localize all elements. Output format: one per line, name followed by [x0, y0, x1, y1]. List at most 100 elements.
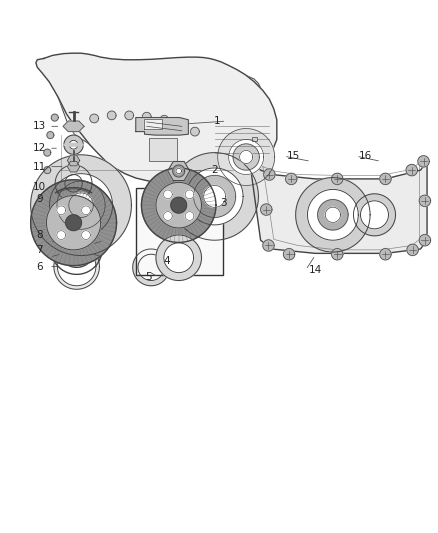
Polygon shape [46, 196, 101, 250]
Polygon shape [31, 155, 131, 255]
Polygon shape [133, 249, 170, 286]
Polygon shape [332, 248, 343, 260]
Polygon shape [67, 161, 80, 172]
Polygon shape [81, 206, 90, 215]
Polygon shape [229, 140, 264, 174]
Polygon shape [176, 168, 181, 174]
Polygon shape [136, 118, 188, 135]
Polygon shape [240, 150, 253, 164]
Polygon shape [171, 152, 258, 240]
Polygon shape [51, 223, 102, 274]
Polygon shape [90, 114, 99, 123]
Polygon shape [69, 193, 93, 217]
Bar [252, 137, 257, 141]
Polygon shape [156, 235, 201, 280]
Bar [136, 188, 223, 275]
Polygon shape [218, 128, 275, 185]
Polygon shape [191, 127, 199, 136]
Polygon shape [296, 177, 370, 252]
Polygon shape [54, 244, 99, 289]
Polygon shape [72, 122, 81, 131]
Polygon shape [418, 156, 429, 167]
Polygon shape [168, 161, 190, 181]
Polygon shape [44, 60, 267, 162]
Polygon shape [163, 190, 172, 199]
Polygon shape [31, 180, 117, 265]
Polygon shape [419, 195, 431, 206]
Text: 4: 4 [163, 256, 170, 266]
Polygon shape [55, 165, 92, 201]
Polygon shape [142, 112, 151, 121]
Polygon shape [360, 201, 389, 229]
Text: 1: 1 [213, 116, 220, 126]
Polygon shape [185, 212, 194, 221]
Polygon shape [81, 231, 90, 239]
Polygon shape [69, 140, 78, 149]
Polygon shape [65, 174, 82, 192]
Polygon shape [286, 173, 297, 184]
Polygon shape [261, 204, 272, 215]
Polygon shape [57, 181, 105, 229]
Polygon shape [407, 244, 418, 255]
Polygon shape [175, 120, 184, 130]
Text: 8: 8 [36, 230, 43, 240]
Polygon shape [186, 168, 243, 225]
Polygon shape [163, 212, 172, 221]
Polygon shape [64, 135, 83, 155]
Polygon shape [36, 53, 277, 184]
Polygon shape [64, 143, 83, 146]
Text: 13: 13 [33, 122, 46, 131]
Text: 3: 3 [220, 198, 227, 208]
Polygon shape [44, 167, 51, 174]
Bar [149, 138, 177, 160]
Polygon shape [58, 231, 95, 268]
Polygon shape [185, 190, 194, 199]
Text: 16: 16 [359, 151, 372, 161]
Polygon shape [160, 115, 169, 124]
Polygon shape [125, 111, 134, 120]
Polygon shape [419, 235, 431, 246]
Polygon shape [171, 197, 187, 213]
Polygon shape [406, 165, 417, 176]
Polygon shape [263, 240, 274, 251]
Text: 15: 15 [287, 151, 300, 161]
Polygon shape [325, 207, 340, 222]
Text: 14: 14 [309, 265, 322, 275]
Polygon shape [250, 161, 427, 253]
Polygon shape [51, 114, 58, 121]
Polygon shape [332, 173, 343, 184]
Polygon shape [173, 165, 185, 177]
Text: 6: 6 [36, 262, 43, 271]
Text: 10: 10 [33, 182, 46, 192]
Polygon shape [194, 175, 236, 217]
Polygon shape [57, 206, 66, 215]
Polygon shape [49, 174, 113, 237]
Text: 12: 12 [33, 143, 46, 154]
Polygon shape [141, 168, 216, 243]
Polygon shape [66, 215, 81, 231]
Polygon shape [307, 189, 358, 240]
Polygon shape [107, 111, 116, 120]
Polygon shape [57, 231, 66, 239]
Text: 7: 7 [36, 245, 43, 255]
Polygon shape [63, 121, 84, 132]
Polygon shape [283, 248, 295, 260]
Polygon shape [380, 248, 391, 260]
Polygon shape [318, 199, 348, 230]
Polygon shape [44, 149, 51, 156]
Polygon shape [380, 173, 391, 184]
Polygon shape [353, 194, 396, 236]
Polygon shape [264, 169, 275, 180]
Text: 2: 2 [211, 165, 218, 175]
Polygon shape [156, 182, 201, 228]
Polygon shape [204, 185, 226, 207]
Polygon shape [138, 254, 164, 280]
Polygon shape [233, 144, 259, 170]
Text: 5: 5 [145, 272, 152, 282]
Polygon shape [47, 132, 54, 139]
Text: 9: 9 [36, 193, 43, 204]
Polygon shape [67, 155, 80, 166]
Polygon shape [144, 119, 162, 129]
Polygon shape [164, 243, 194, 273]
Text: 11: 11 [33, 161, 46, 172]
